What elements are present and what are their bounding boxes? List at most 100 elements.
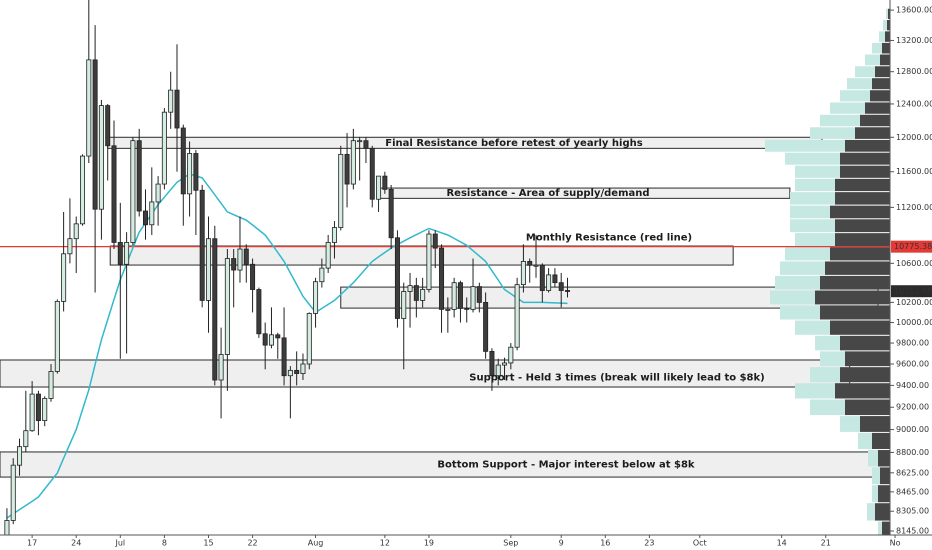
y-tick-label: 8305.00	[896, 507, 929, 516]
profile-up	[810, 127, 855, 139]
candle-body	[338, 153, 344, 228]
y-tick-label: 12000.00	[896, 133, 932, 142]
candle-body	[533, 264, 539, 267]
y-tick-label: 9600.00	[896, 360, 929, 369]
candle-body	[432, 233, 438, 249]
y-tick-label: 11200.00	[896, 203, 932, 212]
candle-body	[439, 247, 445, 310]
candle-body	[275, 334, 281, 339]
candle-body	[231, 258, 237, 271]
candle-body	[508, 346, 514, 364]
profile-down	[820, 305, 890, 320]
candle-body	[155, 183, 161, 203]
profile-down	[888, 8, 890, 19]
x-tick-label: 23	[644, 539, 654, 548]
y-tick-label: 11600.00	[896, 167, 932, 176]
candle-body	[42, 398, 48, 421]
profile-up	[790, 192, 835, 205]
candle-body	[54, 301, 60, 372]
profile-down	[880, 54, 890, 66]
candle-body	[565, 290, 571, 292]
profile-up	[810, 367, 840, 383]
candle-body	[464, 308, 470, 310]
candle-body	[457, 282, 463, 309]
y-tick-label: 12800.00	[896, 67, 932, 76]
candle-body	[502, 362, 508, 366]
profile-down	[840, 367, 890, 383]
zone-label: Support - Held 3 times (break will likel…	[469, 373, 764, 384]
candle-body	[527, 261, 533, 266]
y-tick-label: 9200.00	[896, 403, 929, 412]
candle-body	[48, 371, 54, 399]
profile-down	[830, 320, 890, 335]
red-line-price: 10775.38	[894, 242, 932, 251]
candle-body	[67, 238, 73, 255]
x-tick-label: 12	[380, 539, 390, 548]
profile-down	[815, 290, 890, 305]
y-tick-label: 8625.00	[896, 468, 929, 477]
profile-down	[870, 90, 890, 102]
profile-up	[820, 114, 860, 127]
profile-up	[780, 305, 820, 320]
candle-body	[300, 363, 306, 374]
profile-up	[815, 335, 840, 351]
profile-up	[840, 90, 870, 102]
profile-down	[860, 114, 890, 127]
profile-up	[810, 399, 845, 416]
y-axis-bg	[890, 0, 932, 550]
candle-body	[306, 313, 312, 365]
profile-up	[867, 503, 875, 521]
profile-up	[785, 247, 830, 261]
profile-down	[872, 78, 890, 90]
profile-up	[765, 139, 845, 152]
profile-up	[883, 19, 887, 31]
profile-up	[795, 383, 835, 399]
candle-body	[80, 155, 86, 225]
profile-up	[785, 152, 840, 165]
profile-down	[855, 127, 890, 139]
profile-down	[882, 521, 890, 535]
candle-body	[193, 153, 199, 191]
x-tick-label: 24	[71, 539, 81, 548]
y-tick-label: 10600.00	[896, 259, 932, 268]
candle-body	[142, 210, 148, 226]
candle-body	[205, 238, 211, 301]
profile-down	[840, 165, 890, 178]
profile-down	[878, 450, 890, 467]
profile-down	[835, 383, 890, 399]
candle-body	[388, 188, 394, 239]
profile-down	[875, 503, 890, 521]
profile-up	[865, 54, 880, 66]
candle-body	[73, 223, 79, 240]
profile-down	[845, 399, 890, 416]
y-tick-label: 10200.00	[896, 298, 932, 307]
candle-body	[376, 175, 382, 200]
profile-down	[882, 42, 890, 54]
candle-body	[294, 369, 300, 374]
profile-down	[835, 233, 890, 247]
profile-up	[795, 233, 835, 247]
candle-body	[61, 253, 67, 302]
y-tick-label: 12400.00	[896, 99, 932, 108]
x-tick-label: 19	[424, 539, 434, 548]
candle-body	[23, 430, 29, 448]
zone-label: Resistance - Area of supply/demand	[446, 188, 649, 199]
x-tick-label: No	[890, 539, 901, 548]
x-tick-label: Aug	[308, 539, 324, 548]
profile-up	[820, 351, 845, 367]
zone-label: Final Resistance before retest of yearly…	[385, 138, 642, 149]
candle-body	[86, 59, 92, 157]
profile-up	[872, 42, 882, 54]
profile-down	[825, 261, 890, 275]
profile-down	[878, 485, 890, 503]
candle-body	[331, 227, 337, 243]
candle-body	[111, 145, 117, 243]
candle-body	[117, 242, 123, 265]
candle-body	[401, 291, 407, 319]
y-tick-label: 8145.00	[896, 527, 929, 536]
moving-average	[6, 173, 568, 519]
candle-body	[243, 248, 249, 265]
profile-down	[835, 219, 890, 233]
y-tick-label: 8800.00	[896, 448, 929, 457]
